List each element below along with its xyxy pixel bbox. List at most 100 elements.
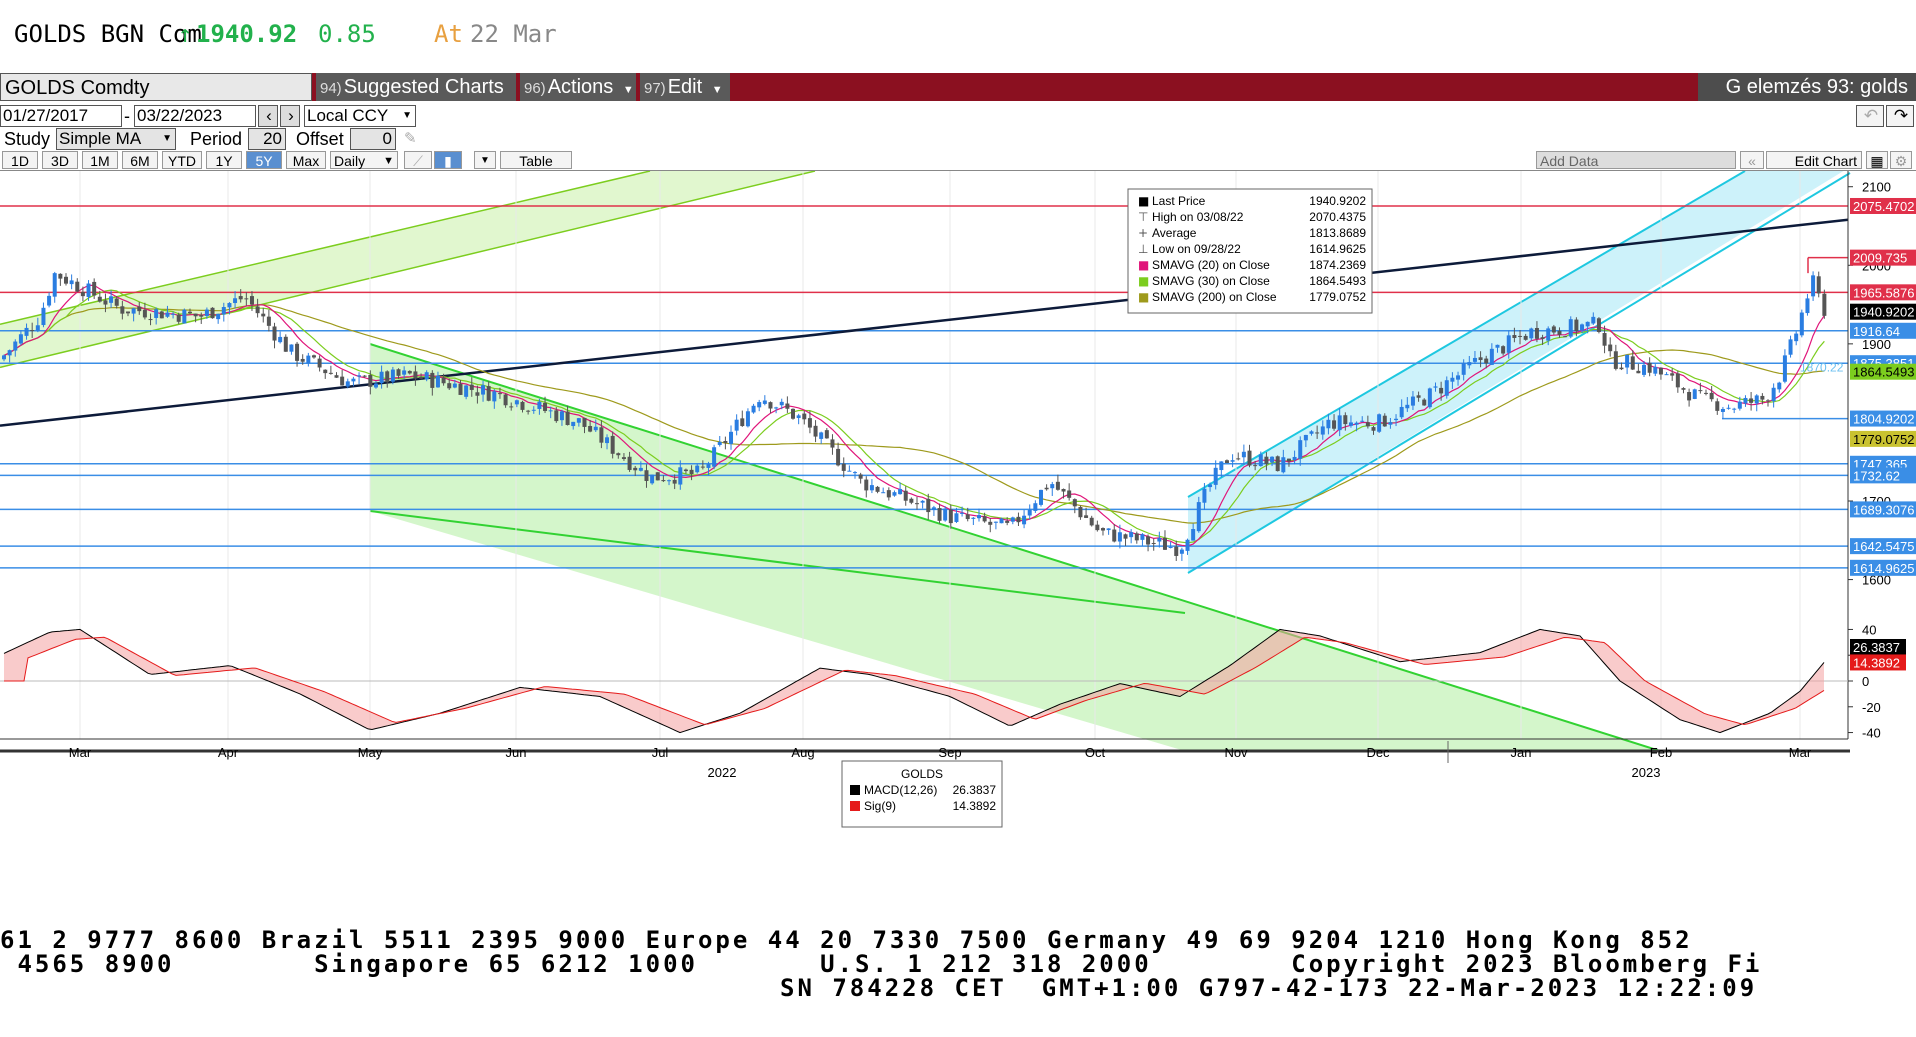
- candle-body: [576, 418, 581, 423]
- redo-button[interactable]: ↷: [1886, 105, 1914, 127]
- candle-body: [1100, 528, 1105, 531]
- range-max[interactable]: Max: [286, 151, 326, 169]
- study-row: Study Simple MA ▼ Period 20 Offset 0 ✎: [0, 128, 1916, 150]
- candle-body: [1529, 328, 1534, 339]
- candle-body: [638, 467, 643, 471]
- candle-body: [385, 371, 390, 383]
- candle-body: [706, 464, 711, 468]
- price-label-box: [1850, 197, 1916, 214]
- candle-body: [1715, 401, 1720, 411]
- legend-swatch: ■: [1138, 290, 1149, 304]
- end-date-field[interactable]: 03/22/2023: [134, 105, 256, 127]
- month-label: Dec: [1366, 745, 1390, 760]
- undo-button[interactable]: ↶: [1856, 105, 1884, 127]
- price-chart[interactable]: 210020001900170016002075.47022009.735196…: [0, 171, 1916, 908]
- offset-input[interactable]: 0: [350, 128, 396, 150]
- candle-body: [548, 410, 553, 412]
- next-period-button[interactable]: ›: [280, 105, 300, 127]
- pencil-icon[interactable]: ✎: [404, 130, 417, 147]
- candle-body: [345, 381, 350, 387]
- gear-icon[interactable]: ⚙: [1890, 151, 1912, 169]
- candle-body: [1495, 344, 1500, 348]
- candle-body: [1033, 503, 1038, 511]
- security-field[interactable]: GOLDS Comdty: [0, 73, 312, 101]
- candle-body: [599, 427, 604, 443]
- candle-body: [588, 425, 593, 432]
- suggested-charts-button[interactable]: 94) Suggested Charts: [316, 73, 516, 101]
- price-change: 0.85: [318, 20, 376, 48]
- range-1m[interactable]: 1M: [82, 151, 118, 169]
- candle-body: [672, 479, 677, 484]
- candle-body: [1219, 461, 1224, 471]
- currency-select[interactable]: Local CCY ▼: [304, 105, 416, 127]
- prev-period-button[interactable]: ‹: [258, 105, 278, 127]
- candle-body: [368, 374, 373, 387]
- chart-settings-icon[interactable]: ▦: [1866, 151, 1888, 169]
- end-date-value: 03/22/2023: [137, 106, 223, 125]
- collapse-button[interactable]: «: [1740, 151, 1764, 169]
- frequency-select[interactable]: Daily ▼: [330, 151, 398, 169]
- candle-body: [960, 512, 965, 514]
- candle-body: [1089, 517, 1094, 526]
- candle-body: [1078, 507, 1083, 518]
- range-5y[interactable]: 5Y: [246, 151, 282, 169]
- rising-channel-2023-lower: [1187, 172, 1851, 574]
- range-6m[interactable]: 6M: [122, 151, 158, 169]
- candle-body: [1816, 276, 1821, 294]
- edit-button[interactable]: 97) Edit ▼: [640, 73, 730, 101]
- month-label: Feb: [1650, 745, 1672, 760]
- candle-body: [948, 509, 953, 524]
- candle-body: [1134, 533, 1139, 541]
- macd-tick-label: -40: [1862, 726, 1881, 741]
- candle-body: [1625, 354, 1630, 368]
- table-button[interactable]: Table: [500, 151, 572, 169]
- candle-body: [1394, 418, 1399, 421]
- candle-body: [1140, 534, 1145, 540]
- candle-body: [503, 394, 508, 406]
- study-select[interactable]: Simple MA ▼: [56, 128, 176, 150]
- candle-body: [103, 300, 108, 305]
- candle-body: [723, 440, 728, 443]
- candle-body: [1653, 366, 1658, 374]
- candle-body: [926, 498, 931, 513]
- candle-body: [238, 296, 243, 300]
- candle-body: [740, 418, 745, 427]
- candle-body: [1410, 396, 1415, 406]
- falling-channel-upper: [369, 343, 1661, 752]
- candle-body: [1224, 460, 1229, 463]
- range-3d[interactable]: 3D: [42, 151, 78, 169]
- start-date-field[interactable]: 01/27/2017: [0, 105, 122, 127]
- sma200-line: [3, 304, 1825, 524]
- candle-body: [452, 383, 457, 388]
- actions-button[interactable]: 96) Actions ▼: [520, 73, 636, 101]
- chart-name-panel: G elemzés 93: golds: [1698, 73, 1916, 101]
- study-dropdown-icon: ▼: [162, 133, 172, 144]
- add-data-input[interactable]: Add Data: [1536, 151, 1736, 169]
- bar-chart-button[interactable]: ▮: [434, 151, 462, 169]
- legend-swatch: ⊥: [1138, 242, 1148, 256]
- period-label: Period: [190, 129, 243, 149]
- candle-body: [1732, 408, 1737, 410]
- candle-body: [1754, 395, 1759, 404]
- candle-body: [210, 307, 215, 319]
- candle-body: [886, 490, 891, 498]
- candle-body: [1630, 356, 1635, 370]
- edit-chart-button[interactable]: Edit Chart: [1766, 151, 1862, 169]
- line-chart-button[interactable]: ⟋: [404, 151, 432, 169]
- range-1d[interactable]: 1D: [2, 151, 38, 169]
- range-ytd[interactable]: YTD: [162, 151, 202, 169]
- candle-body: [768, 402, 773, 409]
- candle-body: [712, 447, 717, 467]
- macd-legend-value: 26.3837: [953, 783, 997, 797]
- candle-body: [154, 309, 159, 318]
- candle-body: [30, 330, 35, 332]
- candle-body: [1326, 419, 1331, 429]
- candle-body: [1647, 362, 1652, 373]
- candle-body: [1602, 333, 1607, 346]
- legend-value: 1614.9625: [1309, 242, 1366, 256]
- period-input[interactable]: 20: [248, 128, 286, 150]
- chart-type-dropdown[interactable]: ▼: [474, 151, 496, 169]
- candle-body: [1084, 515, 1089, 518]
- range-1y[interactable]: 1Y: [206, 151, 242, 169]
- frequency-dropdown-icon: ▼: [383, 155, 394, 167]
